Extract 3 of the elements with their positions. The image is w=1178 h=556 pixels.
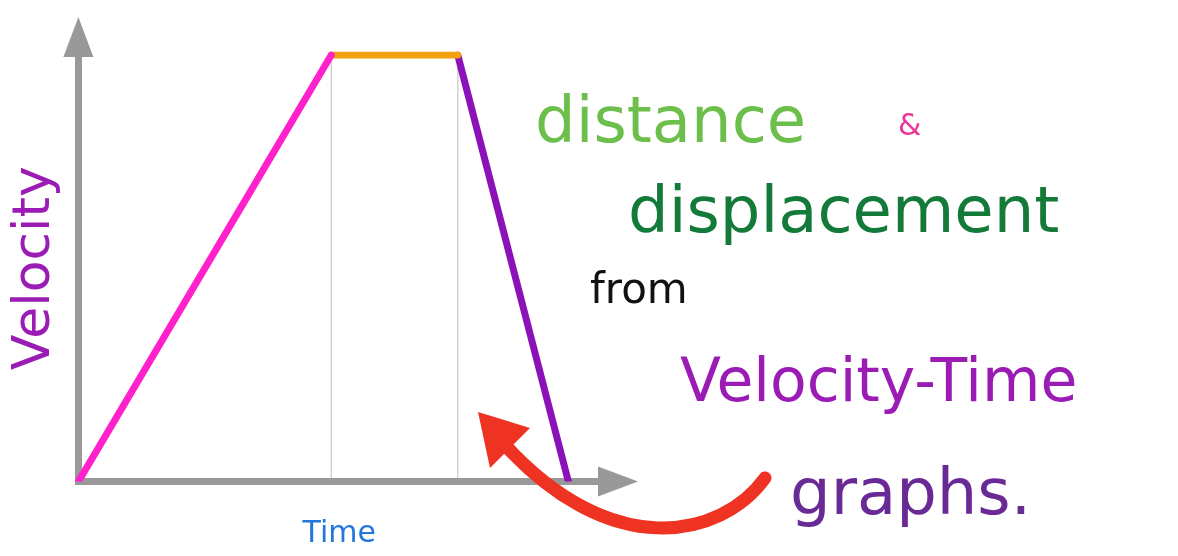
- y-axis-title: Velocity: [0, 166, 61, 371]
- x-axis-title: Time: [301, 513, 376, 549]
- chart-title: distance & displacement from Velocity-Time graphs.: [535, 83, 1078, 529]
